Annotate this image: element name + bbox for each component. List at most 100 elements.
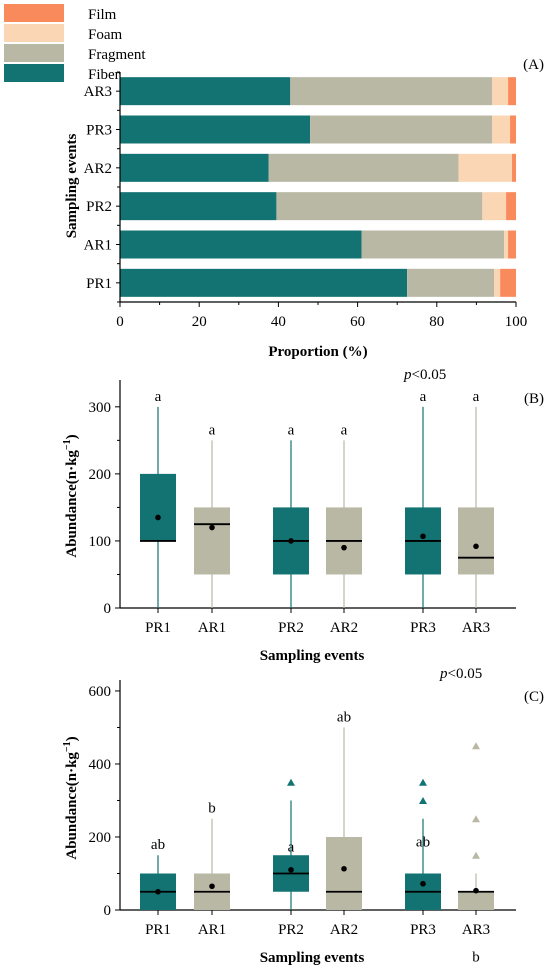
legend-label-film: Film <box>88 7 117 23</box>
bar-foam-ar3 <box>492 77 509 106</box>
bar-fiber-pr1 <box>120 268 408 297</box>
bar-fiber-ar2 <box>120 153 269 182</box>
box-ar2 <box>326 836 362 910</box>
bar-fragment-ar2 <box>268 153 459 182</box>
y-tick-label-ar3: AR3 <box>84 84 112 100</box>
y-tick-label: 0 <box>104 601 112 617</box>
x-tick-label-ar2: AR2 <box>330 620 358 636</box>
y-tick-label: 100 <box>89 534 112 550</box>
bar-fragment-ar3 <box>290 77 493 106</box>
letter-ar2: ab <box>337 709 351 725</box>
box-ar3 <box>458 891 494 910</box>
letter-ar3: a <box>473 389 480 405</box>
x-tick-label-pr1: PR1 <box>145 922 171 938</box>
mean-ar3 <box>473 543 479 550</box>
y-tick-label-pr1: PR1 <box>86 276 112 292</box>
x-tick-label: 80 <box>429 314 444 330</box>
y-tick-label-ar1: AR1 <box>84 238 112 254</box>
letter-ar1: b <box>208 801 216 817</box>
outlier-ar3 <box>472 851 480 859</box>
mean-ar3 <box>473 887 479 894</box>
x-tick-label-pr2: PR2 <box>278 922 304 938</box>
mean-ar1 <box>209 524 215 531</box>
panel-b: (B) p<0.05 0 100 200 300 PR1 a AR1 a PR2 a AR2 a PR3… <box>62 367 544 664</box>
outlier-pr3 <box>419 796 427 804</box>
panel-b-ylabel: Abundance(n·kg−1) <box>62 434 80 557</box>
panel-a-ylabel: Sampling events <box>64 134 80 239</box>
letter-pr3: a <box>420 389 427 405</box>
legend-label-foam: Foam <box>88 27 123 43</box>
x-tick-label-ar1: AR1 <box>198 922 226 938</box>
mean-ar1 <box>209 883 215 890</box>
legend-label-fragment: Fragment <box>88 47 146 63</box>
mean-pr3 <box>420 533 426 540</box>
mean-pr2 <box>288 538 294 544</box>
bar-film-pr1 <box>500 268 516 297</box>
bar-fiber-ar3 <box>120 77 291 106</box>
x-tick-label: 0 <box>116 314 124 330</box>
bar-foam-ar1 <box>504 230 509 259</box>
panel-c-plot-area: 0 200 400 600 PR1 ab AR1 b PR2 a AR2 ab PR3 ab AR3 b <box>89 680 516 965</box>
x-tick-label-pr3: PR3 <box>410 922 436 938</box>
panel-c-annotation: p<0.05 <box>439 666 482 682</box>
panel-a-plot-area: PR1 AR1 PR2 AR2 PR3 AR3 0 20 40 60 80 100 <box>84 71 528 330</box>
panel-a: (A) PR1 AR1 PR2 AR2 PR3 AR3 0 20 40 60 80 100 Propo… <box>64 57 544 360</box>
bar-film-pr2 <box>506 192 516 221</box>
x-tick-label-ar3: AR3 <box>462 922 490 938</box>
y-tick-label: 200 <box>89 467 112 483</box>
mean-pr1 <box>155 514 161 521</box>
y-tick-label-ar2: AR2 <box>84 161 112 177</box>
bar-film-ar1 <box>508 230 516 259</box>
box-ar3 <box>458 507 494 575</box>
box-pr1 <box>140 473 176 541</box>
y-tick-label: 600 <box>89 684 112 700</box>
panel-label-b: (B) <box>524 391 544 407</box>
letter-pr1: ab <box>151 837 165 853</box>
box-ar1 <box>194 507 230 575</box>
outlier-pr3 <box>419 778 427 786</box>
legend-swatch-fiber <box>4 64 64 82</box>
legend-swatch-fragment <box>4 44 64 62</box>
x-tick-label: 40 <box>271 314 286 330</box>
letter-ar1: a <box>209 422 216 438</box>
panel-b-plot-area: 0 100 200 300 PR1 a AR1 a PR2 a AR2 a PR3 a AR3 a <box>89 380 516 636</box>
bar-film-ar2 <box>512 153 516 182</box>
bar-fragment-pr2 <box>276 192 483 221</box>
legend-swatch-film <box>4 4 64 22</box>
mean-pr3 <box>420 880 426 887</box>
bar-foam-pr1 <box>494 268 501 297</box>
panel-b-xlabel: Sampling events <box>260 648 365 664</box>
y-tick-label: 200 <box>89 830 112 846</box>
letter-ar2: a <box>341 422 348 438</box>
panel-label-a: (A) <box>523 57 544 73</box>
y-tick-label-pr2: PR2 <box>86 199 112 215</box>
outlier-ar3 <box>472 815 480 823</box>
mean-ar2 <box>341 544 347 551</box>
letter-pr2: a <box>288 422 295 438</box>
letter-ar3: b <box>472 949 480 965</box>
outlier-ar3 <box>472 742 480 750</box>
x-tick-label-pr2: PR2 <box>278 620 304 636</box>
x-tick-label-ar1: AR1 <box>198 620 226 636</box>
mean-pr1 <box>155 888 161 895</box>
legend-label-fiber: Fiber <box>88 67 120 83</box>
bar-film-ar3 <box>508 77 516 106</box>
bar-fiber-pr2 <box>120 192 277 221</box>
bar-fiber-pr3 <box>120 115 311 144</box>
bar-foam-ar2 <box>458 153 513 182</box>
bar-foam-pr3 <box>492 115 511 144</box>
panel-c-xlabel: Sampling events <box>260 950 365 966</box>
letter-pr1: a <box>155 389 162 405</box>
x-tick-label-pr3: PR3 <box>410 620 436 636</box>
panel-label-c: (C) <box>524 689 544 705</box>
x-tick-label: 20 <box>192 314 207 330</box>
y-tick-label: 0 <box>104 903 112 919</box>
y-tick-label-pr3: PR3 <box>86 123 112 139</box>
x-tick-label: 60 <box>350 314 365 330</box>
bar-fiber-ar1 <box>120 230 362 259</box>
panel-c: (C) p<0.05 0 200 400 600 PR1 ab AR1 b PR2 a AR2 ab P… <box>62 666 544 966</box>
letter-pr2: a <box>288 839 295 855</box>
panel-a-xlabel: Proportion (%) <box>268 344 367 360</box>
x-tick-label: 100 <box>505 314 528 330</box>
